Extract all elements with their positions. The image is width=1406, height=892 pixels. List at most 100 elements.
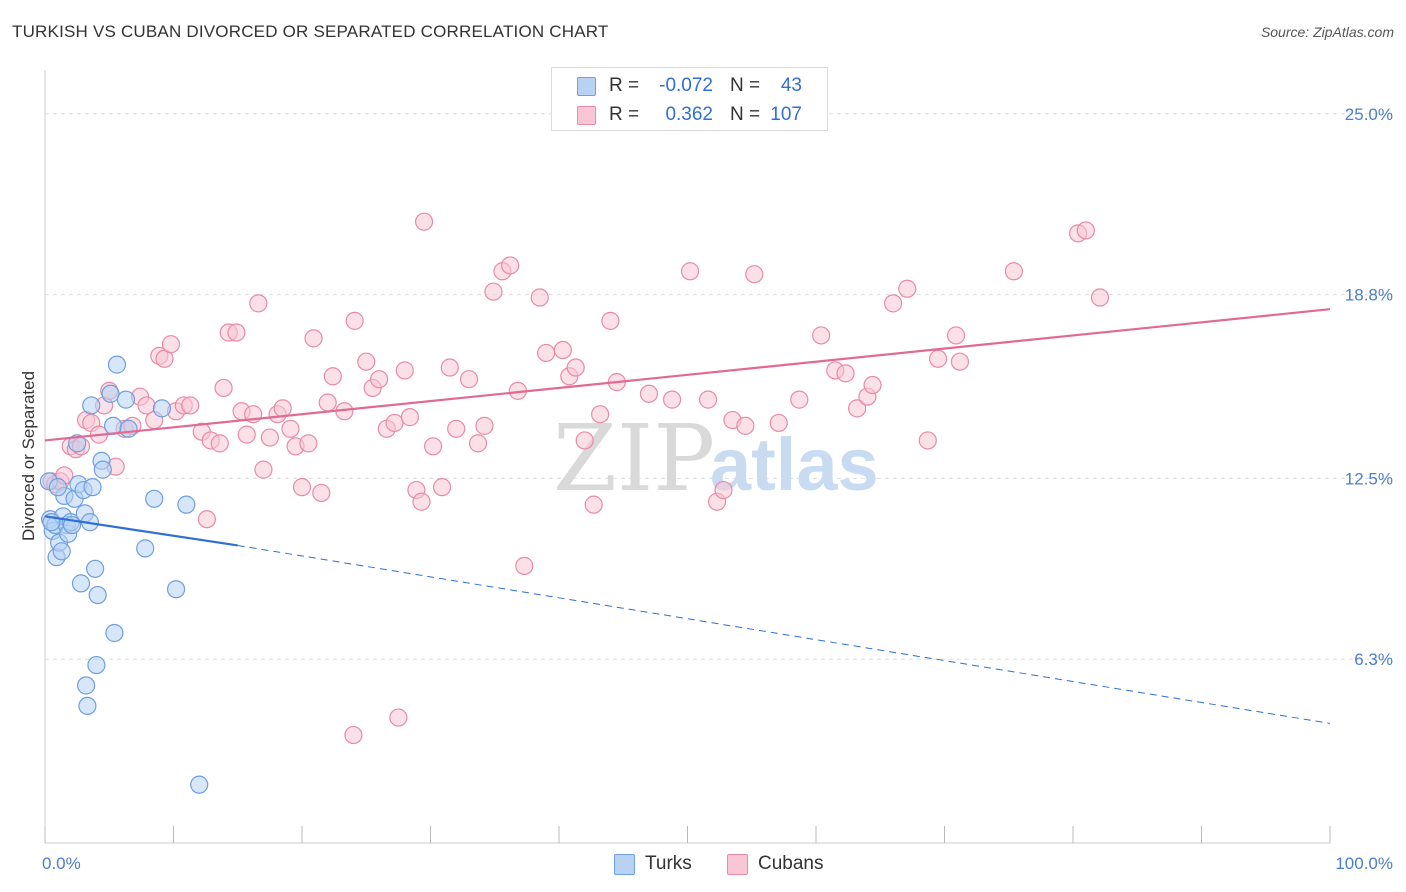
data-point-cubans [946,326,966,345]
correlation-legend: R = -0.072 N = 43 R = 0.362 N = 107 [551,67,828,131]
data-point-turks [177,495,196,514]
data-point-turks [152,399,172,418]
data-point-turks [78,696,97,716]
data-point-turks [105,623,124,643]
data-point-cubans [566,358,585,377]
data-point-cubans [423,437,443,456]
data-point-cubans [575,431,594,450]
data-point-cubans [530,288,549,307]
data-point-turks [77,676,96,695]
data-point-turks [101,384,120,403]
legend-swatch-cubans [577,106,596,125]
data-point-cubans [281,419,300,438]
data-point-turks [71,574,91,593]
data-point-cubans [447,419,466,438]
trend-line-turks [44,515,238,547]
data-point-turks [166,580,186,599]
data-point-turks [93,460,112,479]
data-point-cubans [662,390,682,409]
series-turks [39,355,209,794]
data-point-cubans [273,399,292,418]
trend-line-cubans [44,308,1331,442]
data-point-cubans [227,323,246,342]
x-tick-label: 100.0% [1335,854,1393,873]
chart-title: TURKISH VS CUBAN DIVORCED OR SEPARATED C… [12,22,609,41]
data-point-cubans [197,510,217,529]
data-point-cubans [918,431,937,450]
watermark-atlas: atlas [710,423,879,506]
y-axis-label: Divorced or Separated [19,371,38,541]
data-point-turks [88,585,107,605]
data-point-cubans [459,370,479,389]
legend-label-cubans: Cubans [758,853,824,874]
data-point-cubans [370,370,389,389]
data-point-cubans [395,361,414,380]
watermark-zip: ZIP [553,405,715,512]
data-point-cubans [344,725,363,745]
data-point-cubans [357,352,376,371]
tick-labels: 6.3% 12.5% 18.8% 25.0% 0.0% 100.0% [42,105,1393,873]
data-point-turks [86,559,105,578]
data-point-cubans [836,364,855,383]
data-point-cubans [299,434,318,453]
data-point-turks [48,478,67,497]
data-point-cubans [639,384,659,403]
legend-r-value: -0.072 [659,75,713,96]
data-point-cubans [181,396,200,415]
data-point-cubans [414,212,434,231]
legend-r-label: R = [609,104,640,125]
legend-swatch-turks [577,77,596,96]
y-tick-label: 18.8% [1345,286,1393,305]
data-point-cubans [601,311,620,330]
data-point-cubans [345,311,364,330]
legend-r-label: R = [609,75,640,96]
data-point-cubans [1090,288,1110,307]
data-point-cubans [323,367,342,386]
legend-row-cubans: R = 0.362 N = 107 [552,101,827,129]
data-point-cubans [304,329,323,348]
data-point-cubans [950,352,970,371]
x-tick-label: 0.0% [42,854,81,873]
series-cubans [42,212,1110,745]
data-point-cubans [161,335,181,354]
data-point-cubans [475,416,494,435]
data-point-cubans [1004,262,1023,281]
axes [44,70,1331,844]
data-point-cubans [714,480,733,500]
data-point-cubans [883,294,903,313]
data-point-cubans [412,492,431,511]
data-point-turks [136,539,155,558]
data-point-cubans [537,343,556,363]
data-point-cubans [249,294,268,313]
data-point-cubans [501,256,520,275]
data-point-turks [107,355,127,374]
data-point-cubans [292,478,312,497]
data-point-turks [119,419,138,438]
data-point-cubans [440,358,459,377]
data-point-cubans [432,478,452,497]
y-tick-label: 25.0% [1345,105,1393,124]
grid [45,113,1392,660]
data-point-turks [82,396,101,415]
data-point-turks [190,775,209,794]
data-point-turks [52,542,71,561]
data-point-cubans [385,413,404,433]
legend-n-value: 107 [770,104,802,125]
series-legend: Turks Cubans [0,852,1406,878]
trend-line-extension-turks [237,544,1331,724]
data-point-turks [145,489,164,508]
trend-lines [44,308,1331,724]
data-point-cubans [769,413,788,433]
data-point-cubans [468,434,488,453]
data-point-turks [87,655,106,675]
data-point-cubans [312,483,331,503]
legend-n-label: N = [730,75,761,96]
legend-r-value: 0.362 [665,104,713,125]
data-point-cubans [591,405,610,424]
data-point-cubans [680,262,700,281]
data-point-cubans [584,495,603,514]
data-point-cubans [237,425,256,444]
data-point-turks [68,434,87,453]
data-point-turks [83,478,102,497]
y-tick-label: 6.3% [1354,650,1393,669]
